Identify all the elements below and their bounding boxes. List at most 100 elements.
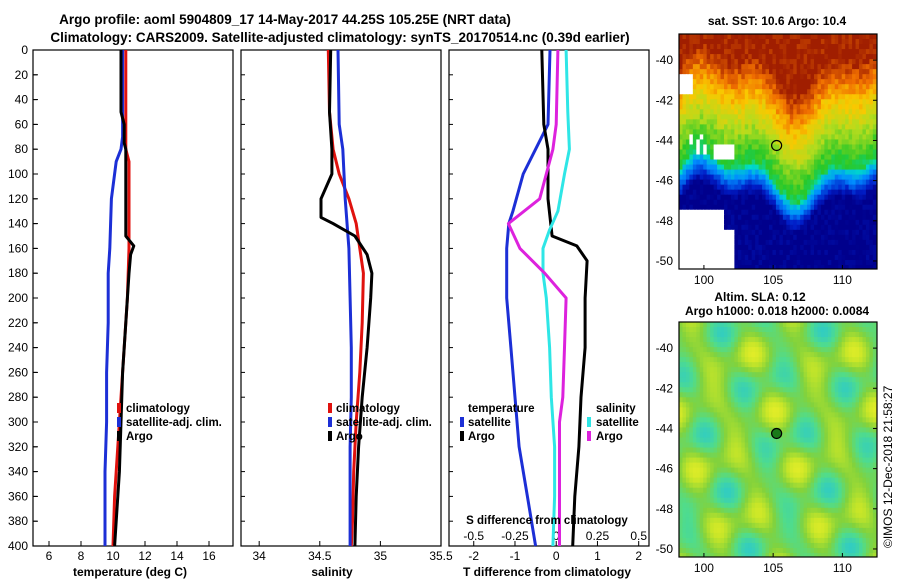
heatmap-cell <box>689 119 694 125</box>
heatmap-cell <box>779 164 784 171</box>
heatmap-cell <box>859 442 864 449</box>
heatmap-cell <box>865 84 870 90</box>
heatmap-cell <box>751 134 756 141</box>
heatmap-cell <box>831 234 836 241</box>
heatmap-cell <box>706 194 711 201</box>
heatmap-cell <box>748 482 753 489</box>
heatmap-cell <box>755 79 760 85</box>
heatmap-cell <box>706 204 711 211</box>
heatmap-cell <box>789 357 794 363</box>
heatmap-cell <box>807 214 812 221</box>
heatmap-cell <box>713 204 718 211</box>
heatmap-cell <box>769 397 774 403</box>
heatmap-cell <box>720 109 725 115</box>
heatmap-cell <box>682 219 687 226</box>
heatmap-cell <box>775 402 780 408</box>
heatmap-cell <box>772 159 777 166</box>
heatmap-cell <box>807 44 812 50</box>
heatmap-cell <box>855 159 860 166</box>
heatmap-cell <box>762 487 767 494</box>
heatmap-cell <box>800 487 805 494</box>
heatmap-cell <box>727 462 732 469</box>
heatmap-cell <box>772 154 777 161</box>
heatmap-cell <box>769 422 774 429</box>
heatmap-cell <box>845 482 850 489</box>
x-tick-label: 14 <box>170 549 184 563</box>
heatmap-cell <box>852 447 857 454</box>
heatmap-cell <box>872 159 877 166</box>
heatmap-cell <box>848 442 853 449</box>
heatmap-cell <box>689 427 694 434</box>
heatmap-cell <box>775 462 780 469</box>
heatmap-cell <box>713 402 718 408</box>
heatmap-cell <box>852 377 857 383</box>
heatmap-cell <box>820 472 825 479</box>
heatmap-cell <box>744 337 749 343</box>
heatmap-cell <box>859 417 864 424</box>
heatmap-cell <box>793 249 798 256</box>
heatmap-cell <box>758 264 763 269</box>
heatmap-cell <box>869 59 874 65</box>
heatmap-cell <box>696 264 701 269</box>
heatmap-cell <box>755 34 760 40</box>
heatmap-cell <box>831 244 836 251</box>
heatmap-cell <box>730 462 735 469</box>
heatmap-cell <box>727 44 732 50</box>
heatmap-cell <box>865 259 870 266</box>
heatmap-cell <box>779 362 784 368</box>
heatmap-cell <box>751 462 756 469</box>
heatmap-cell <box>810 189 815 196</box>
heatmap-cell <box>786 352 791 358</box>
heatmap-cell <box>737 427 742 434</box>
heatmap-cell <box>765 159 770 166</box>
heatmap-cell <box>762 179 767 186</box>
heatmap-cell <box>855 264 860 269</box>
heatmap-cell <box>679 189 684 196</box>
heatmap-cell <box>699 249 704 256</box>
s-diff-tick-label: -0.5 <box>463 529 484 543</box>
heatmap-cell <box>807 244 812 251</box>
heatmap-cell <box>827 59 832 65</box>
heatmap-cell <box>796 149 801 156</box>
heatmap-cell <box>720 149 725 156</box>
heatmap-cell <box>862 34 867 40</box>
heatmap-cell <box>720 437 725 444</box>
heatmap-cell <box>855 347 860 353</box>
heatmap-cell <box>775 194 780 201</box>
heatmap-cell <box>692 239 697 246</box>
heatmap-cell <box>734 179 739 186</box>
heatmap-cell <box>827 154 832 161</box>
heatmap-cell <box>758 164 763 171</box>
heatmap-cell <box>751 432 756 439</box>
heatmap-cell <box>779 124 784 130</box>
heatmap-cell <box>827 254 832 261</box>
heatmap-cell <box>848 477 853 484</box>
heatmap-cell <box>699 209 704 216</box>
heatmap-cell <box>772 249 777 256</box>
heatmap-cell <box>755 199 760 206</box>
heatmap-cell <box>824 412 829 418</box>
heatmap-cell <box>720 259 725 266</box>
heatmap-cell <box>859 327 864 333</box>
heatmap-cell <box>786 184 791 191</box>
heatmap-cell <box>724 229 729 236</box>
heatmap-cell <box>834 387 839 393</box>
heatmap-cell <box>682 49 687 55</box>
heatmap-cell <box>834 462 839 469</box>
heatmap-cell <box>765 467 770 474</box>
heatmap-cell <box>699 194 704 201</box>
heatmap-cell <box>775 234 780 241</box>
heatmap-cell <box>710 332 715 338</box>
heatmap-cell <box>713 219 718 226</box>
heatmap-cell <box>744 209 749 216</box>
heatmap-cell <box>751 347 756 353</box>
legend-label-satellite: satellite-adj. clim. <box>126 417 222 429</box>
heatmap-cell <box>862 337 867 343</box>
heatmap-cell <box>841 427 846 434</box>
heatmap-cell <box>703 427 708 434</box>
heatmap-cell <box>827 322 832 328</box>
heatmap-cell <box>865 234 870 241</box>
heatmap-cell <box>762 79 767 85</box>
heatmap-cell <box>713 447 718 454</box>
heatmap-cell <box>737 169 742 176</box>
